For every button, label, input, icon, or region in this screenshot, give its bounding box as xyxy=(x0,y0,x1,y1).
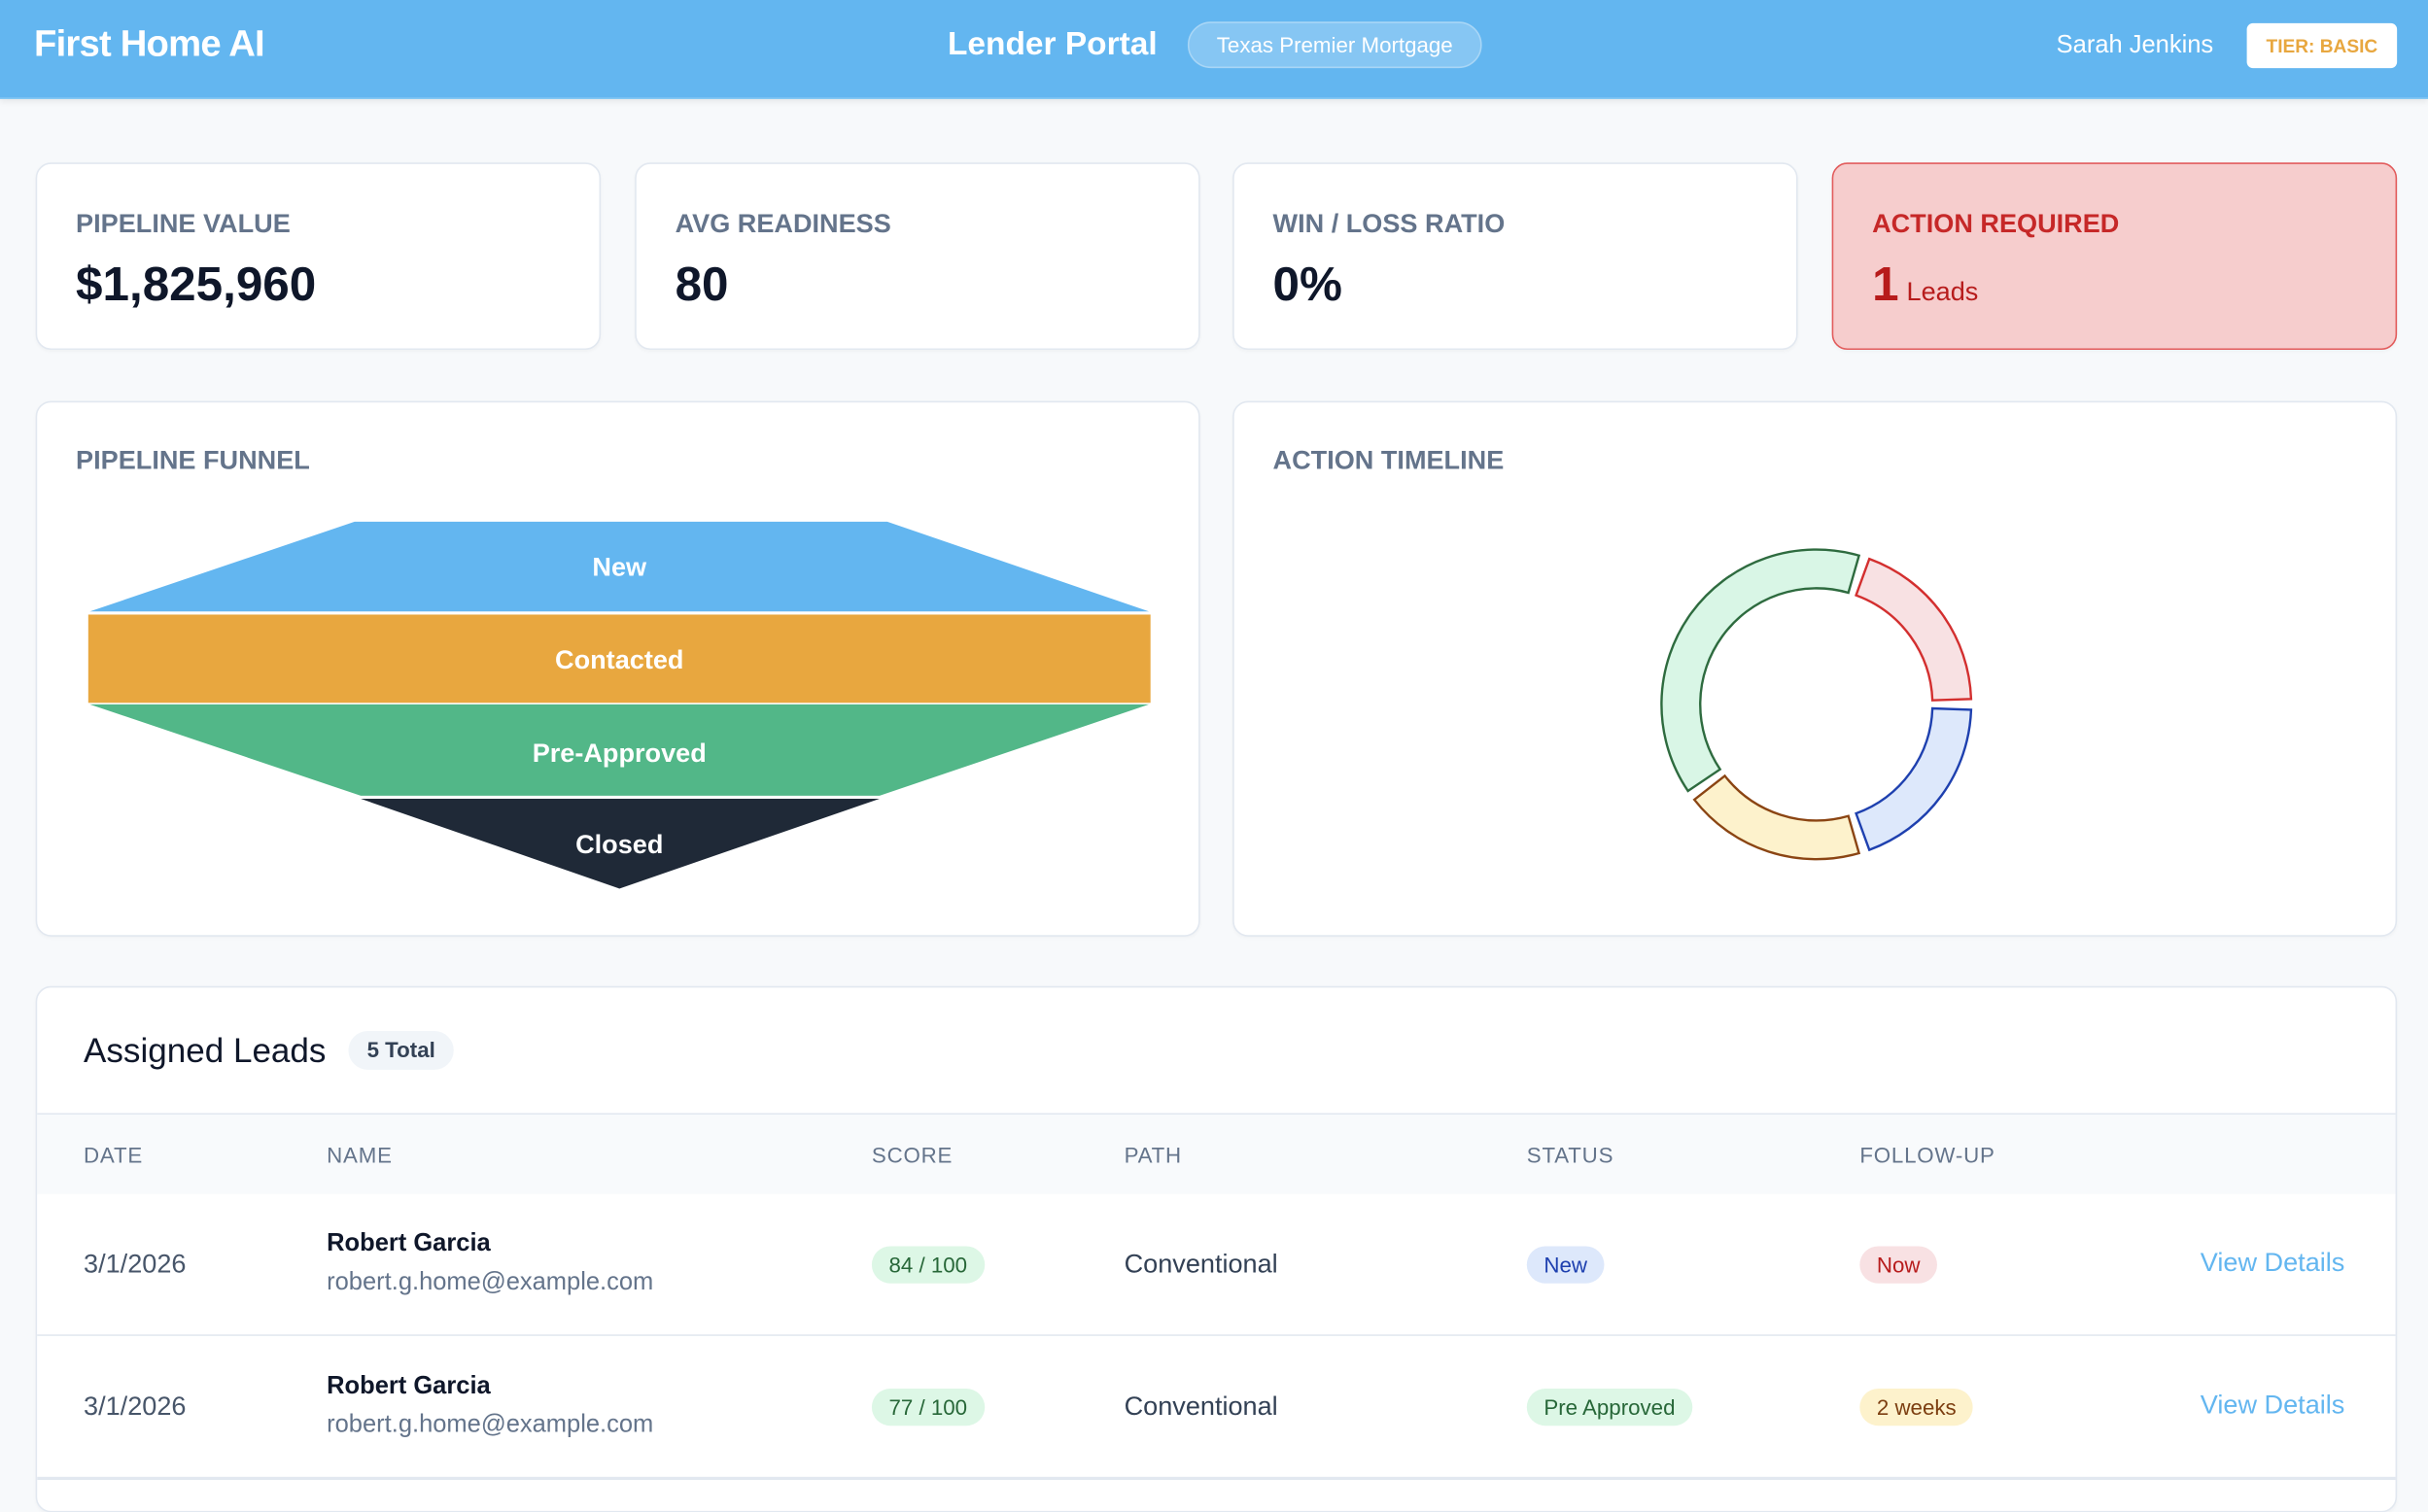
lead-email: robert.g.home@example.com xyxy=(327,1269,654,1296)
assigned-leads-panel: Assigned Leads 5 Total DATE NAME SCORE P… xyxy=(35,985,2398,1512)
tier-badge: TIER: BASIC xyxy=(2246,22,2398,69)
donut-segment[interactable] xyxy=(1692,773,1861,861)
stat-value: 0% xyxy=(1272,257,1342,312)
leads-title: Assigned Leads xyxy=(84,1031,327,1070)
column-header-date[interactable]: DATE xyxy=(84,1142,144,1168)
lead-email: robert.g.home@example.com xyxy=(327,1411,654,1438)
column-header-status[interactable]: STATUS xyxy=(1526,1142,1614,1168)
status-badge: New xyxy=(1526,1246,1605,1284)
score-badge: 77 / 100 xyxy=(871,1389,985,1426)
funnel-label: Closed xyxy=(575,829,663,859)
total-badge: 5 Total xyxy=(348,1031,454,1070)
column-header-path[interactable]: PATH xyxy=(1124,1142,1182,1168)
view-details-link[interactable]: View Details xyxy=(2200,1390,2345,1420)
funnel-stage-new[interactable] xyxy=(89,521,1150,612)
pipeline-funnel-panel: PIPELINE FUNNEL New Contacted Pre-Approv… xyxy=(35,400,1200,937)
status-badge: Pre Approved xyxy=(1526,1389,1693,1426)
column-header-name[interactable]: NAME xyxy=(327,1142,393,1168)
stat-value: $1,825,960 xyxy=(76,257,317,312)
funnel-label: Contacted xyxy=(555,644,683,674)
stat-label: ACTION REQUIRED xyxy=(1872,209,2120,239)
panel-title: PIPELINE FUNNEL xyxy=(76,445,310,476)
score-badge: 84 / 100 xyxy=(871,1246,985,1284)
stat-pipeline-value: PIPELINE VALUE $1,825,960 xyxy=(35,162,602,351)
lead-name: Robert Garcia xyxy=(327,1230,491,1257)
column-header-score[interactable]: SCORE xyxy=(871,1142,954,1168)
top-header: First Home AI Lender Portal Texas Premie… xyxy=(0,0,2428,99)
stat-win-loss: WIN / LOSS RATIO 0% xyxy=(1232,162,1798,351)
stat-label: PIPELINE VALUE xyxy=(76,209,291,239)
lender-name-badge: Texas Premier Mortgage xyxy=(1187,21,1482,69)
donut-segment[interactable] xyxy=(1855,706,1973,852)
view-details-link[interactable]: View Details xyxy=(2200,1248,2345,1278)
action-timeline-donut xyxy=(1660,548,1973,861)
donut-segment[interactable] xyxy=(1660,548,1861,793)
action-timeline-panel: ACTION TIMELINE xyxy=(1232,400,2398,937)
follow-up-badge: 2 weeks xyxy=(1859,1389,1974,1426)
portal-title: Lender Portal xyxy=(947,26,1158,62)
lead-date: 3/1/2026 xyxy=(84,1392,187,1422)
app-logo[interactable]: First Home AI xyxy=(34,22,265,65)
lead-path: Conventional xyxy=(1124,1392,1278,1422)
funnel-stage-contacted[interactable] xyxy=(87,614,1151,704)
panel-title: ACTION TIMELINE xyxy=(1272,445,1505,476)
table-row[interactable]: 3/1/2026 Robert Garcia robert.g.home@exa… xyxy=(37,1193,2396,1338)
lead-date: 3/1/2026 xyxy=(84,1249,187,1279)
table-row[interactable]: 3/1/2026 Robert Garcia robert.g.home@exa… xyxy=(37,1335,2396,1481)
funnel-label: New xyxy=(592,552,647,582)
stat-value: 1 Leads xyxy=(1872,257,1978,312)
funnel-chart: New Contacted Pre-Approved Closed xyxy=(87,521,1151,889)
stat-value: 80 xyxy=(675,257,729,312)
stat-avg-readiness: AVG READINESS 80 xyxy=(635,162,1200,351)
follow-up-badge: Now xyxy=(1859,1246,1938,1284)
funnel-stage-pre-approved[interactable] xyxy=(89,704,1150,796)
donut-segment[interactable] xyxy=(1855,557,1973,702)
user-name[interactable]: Sarah Jenkins xyxy=(2056,32,2214,59)
column-header-follow-up[interactable]: FOLLOW-UP xyxy=(1859,1142,1995,1168)
stat-label: WIN / LOSS RATIO xyxy=(1272,209,1506,239)
funnel-stage-closed[interactable] xyxy=(361,799,880,889)
action-unit: Leads xyxy=(1906,277,1979,307)
stat-action-required[interactable]: ACTION REQUIRED 1 Leads xyxy=(1831,162,2398,351)
stat-label: AVG READINESS xyxy=(675,209,891,239)
lead-path: Conventional xyxy=(1124,1249,1278,1279)
action-count: 1 xyxy=(1872,257,1899,312)
funnel-label: Pre-Approved xyxy=(533,738,707,768)
table-header: DATE NAME SCORE PATH STATUS FOLLOW-UP xyxy=(37,1113,2396,1195)
lead-name: Robert Garcia xyxy=(327,1373,491,1400)
